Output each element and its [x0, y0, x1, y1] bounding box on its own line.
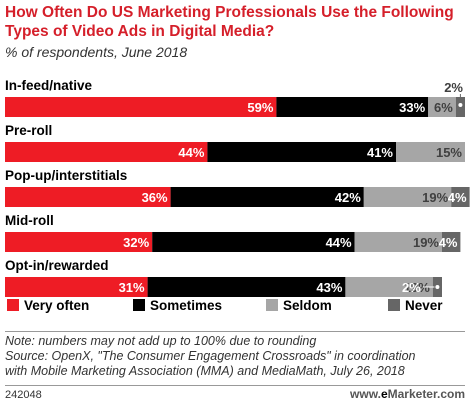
chart-notes: Note: numbers may not add up to 100% due… — [5, 334, 467, 379]
data-label-never-in-feed-native: 2% — [444, 80, 463, 95]
category-label-mid-roll: Mid-roll — [5, 213, 54, 228]
bar-very-often-in-feed-native — [5, 97, 277, 117]
bar-very-often-opt-in-rewarded — [5, 277, 148, 297]
data-label-seldom-pop-up-interstitials: 19% — [422, 190, 448, 205]
chart-title: How Often Do US Marketing Professionals … — [5, 4, 454, 40]
data-label-very-often-pre-roll: 44% — [178, 145, 204, 160]
bar-sometimes-pre-roll — [207, 142, 396, 162]
brand-prefix: www. — [350, 387, 381, 401]
bar-never-pop-up-interstitials — [451, 187, 470, 207]
legend-swatch-seldom — [266, 299, 278, 311]
bar-sometimes-mid-roll — [152, 232, 355, 252]
data-label-seldom-mid-roll: 19% — [413, 235, 439, 250]
bar-sometimes-pop-up-interstitials — [170, 187, 364, 207]
data-label-seldom-pre-roll: 15% — [436, 145, 462, 160]
legend-swatch-never — [388, 299, 400, 311]
bar-very-often-mid-roll — [5, 232, 153, 252]
bar-sometimes-in-feed-native — [276, 97, 429, 117]
bar-seldom-pop-up-interstitials — [363, 187, 452, 207]
bar-seldom-mid-roll — [354, 232, 442, 252]
data-label-never-pop-up-interstitials: 4% — [448, 190, 467, 205]
data-label-never-opt-in-rewarded: 2% — [402, 280, 421, 295]
bar-very-often-pop-up-interstitials — [5, 187, 171, 207]
brand-rest: Marketer.com — [387, 387, 465, 401]
data-label-never-mid-roll: 4% — [439, 235, 458, 250]
bar-seldom-pre-roll — [396, 142, 465, 162]
category-label-pop-up-interstitials: Pop-up/interstitials — [5, 168, 127, 183]
bar-very-often-pre-roll — [5, 142, 208, 162]
data-label-very-often-pop-up-interstitials: 36% — [142, 190, 168, 205]
data-label-seldom-in-feed-native: 6% — [434, 100, 453, 115]
data-label-very-often-mid-roll: 32% — [123, 235, 149, 250]
category-label-pre-roll: Pre-roll — [5, 123, 52, 138]
footer-divider — [5, 385, 465, 386]
legend-swatch-sometimes — [133, 299, 145, 311]
category-label-in-feed-native: In-feed/native — [5, 78, 93, 93]
data-label-very-often-opt-in-rewarded: 31% — [119, 280, 145, 295]
stacked-bar-chart: In-feed/native 59% 33% 6% 2% Pre-roll 44% 41% 15… — [5, 78, 470, 313]
legend-label-never: Never — [405, 298, 443, 313]
footer: 242048 www.eMarketer.com — [5, 388, 465, 402]
data-label-sometimes-pre-roll: 41% — [367, 145, 393, 160]
legend-swatch-very-often — [7, 299, 19, 311]
category-label-opt-in-rewarded: Opt-in/rewarded — [5, 258, 109, 273]
source-line: Source: OpenX, "The Consumer Engagement … — [5, 349, 416, 363]
brand-e: e — [380, 387, 388, 401]
data-label-seldom-opt-in-rewarded: 19% — [404, 280, 430, 295]
legend-label-sometimes: Sometimes — [150, 298, 222, 313]
bar-never-mid-roll — [442, 232, 461, 252]
note-line: Note: numbers may not add up to 100% due… — [5, 334, 317, 348]
chart-id: 242048 — [5, 389, 42, 401]
data-label-very-often-in-feed-native: 59% — [247, 100, 273, 115]
data-label-sometimes-in-feed-native: 33% — [399, 100, 425, 115]
bar-seldom-in-feed-native — [428, 97, 456, 117]
brand-link[interactable]: www.eMarketer.com — [350, 388, 465, 401]
bar-sometimes-opt-in-rewarded — [147, 277, 346, 297]
notes-divider — [5, 331, 465, 332]
bar-seldom-opt-in-rewarded — [345, 277, 433, 297]
legend-label-very-often: Very often — [24, 298, 89, 313]
legend-label-seldom: Seldom — [283, 298, 332, 313]
data-label-sometimes-mid-roll: 44% — [326, 235, 352, 250]
source-line: with Mobile Marketing Association (MMA) … — [5, 364, 405, 378]
data-label-sometimes-pop-up-interstitials: 42% — [335, 190, 361, 205]
chart-subtitle: % of respondents, June 2018 — [5, 44, 188, 60]
callout-dot-in-feed-native — [457, 102, 464, 108]
callout-dot-opt-in-rewarded — [434, 284, 441, 290]
data-label-sometimes-opt-in-rewarded: 43% — [316, 280, 342, 295]
